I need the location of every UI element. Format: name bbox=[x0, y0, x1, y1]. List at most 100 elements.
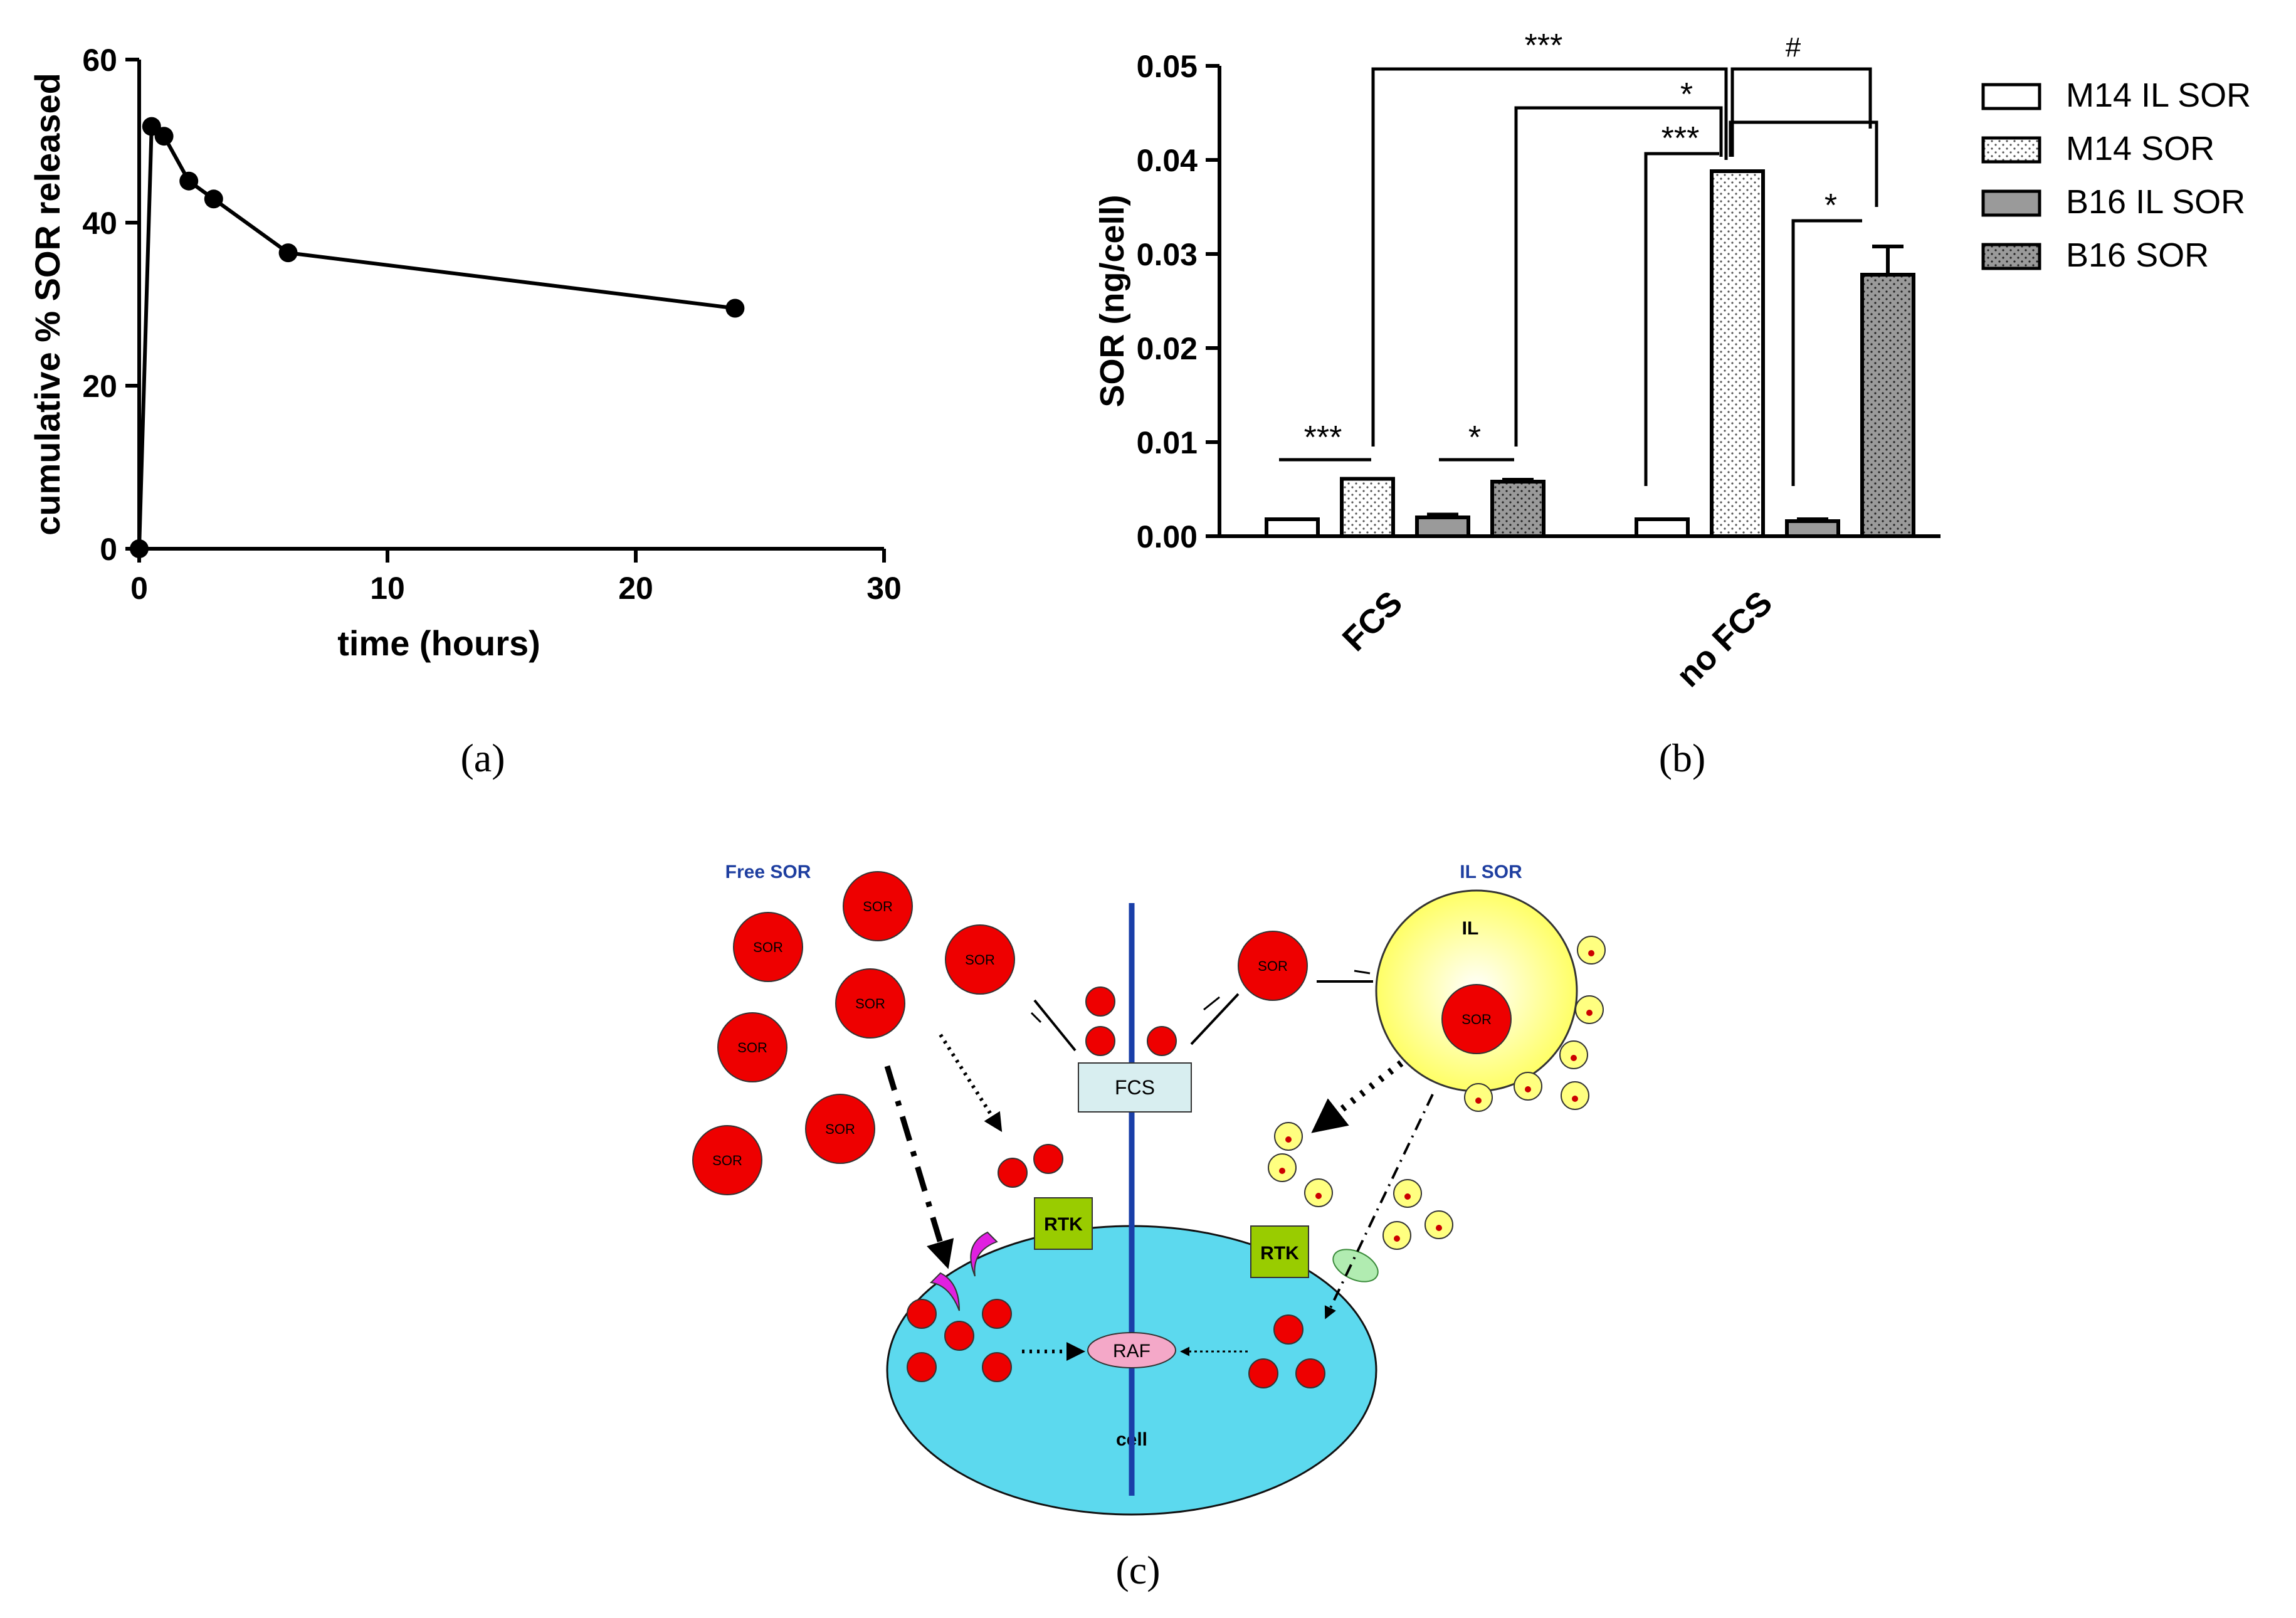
legend-swatch-b16-il-sor bbox=[1981, 189, 2041, 217]
small-sor-dot bbox=[1273, 1314, 1303, 1345]
free-sor-title: Free SOR bbox=[725, 862, 811, 882]
small-sor-dot bbox=[907, 1352, 937, 1382]
small-liposome bbox=[1575, 995, 1604, 1024]
y-tick-label: 0.01 bbox=[1137, 425, 1198, 460]
bracket-m14-vs-b16-nofcs bbox=[1730, 67, 1872, 157]
data-point bbox=[204, 189, 223, 209]
bar bbox=[1785, 519, 1840, 538]
data-point bbox=[179, 171, 199, 191]
rtk-label-right: RTK bbox=[1260, 1243, 1299, 1264]
panel-label-a: (a) bbox=[460, 736, 505, 780]
small-sor-dot bbox=[982, 1352, 1012, 1382]
small-liposome bbox=[1424, 1210, 1453, 1239]
small-sor-dot bbox=[982, 1299, 1012, 1329]
small-liposome bbox=[1464, 1083, 1493, 1112]
axis-ticks: 0.00 0.01 0.02 0.03 0.04 0.05 bbox=[1137, 49, 1219, 554]
rtk-box-left bbox=[1034, 1197, 1093, 1250]
small-liposome bbox=[1393, 1179, 1422, 1208]
significance-brackets bbox=[1279, 67, 1878, 486]
il-sor-core-label: SOR bbox=[1461, 1012, 1492, 1027]
free-sor-label: SOR bbox=[1258, 958, 1288, 974]
y-tick-label: 40 bbox=[82, 206, 117, 241]
free-sor-sphere bbox=[835, 968, 905, 1039]
small-sor-dot bbox=[944, 1321, 974, 1351]
small-sor-dot bbox=[907, 1299, 937, 1329]
category-label: no FCS bbox=[1669, 584, 1779, 694]
small-liposome bbox=[1514, 1072, 1542, 1101]
y-tick-label: 0.03 bbox=[1137, 237, 1198, 272]
legend-swatch-m14-sor bbox=[1981, 136, 2041, 164]
free-sor-label: SOR bbox=[753, 939, 783, 955]
x-tick-label: 30 bbox=[866, 571, 902, 606]
equilibrium-right-back bbox=[1203, 996, 1220, 1011]
bars bbox=[1265, 169, 1915, 538]
y-tick-label: 20 bbox=[82, 369, 117, 404]
small-liposome bbox=[1559, 1040, 1588, 1069]
rtk-label-left: RTK bbox=[1044, 1214, 1083, 1235]
small-sor-dot bbox=[1085, 1026, 1115, 1056]
small-liposome bbox=[1268, 1153, 1297, 1182]
free-sor-label: SOR bbox=[825, 1121, 855, 1137]
magenta-receptor bbox=[929, 1272, 960, 1311]
free-sor-sphere bbox=[805, 1094, 875, 1164]
bar bbox=[1635, 517, 1690, 538]
free-sor-label: SOR bbox=[712, 1153, 742, 1168]
equilibrium-right-fwd bbox=[1190, 993, 1240, 1045]
sig-nofcs-b16: * bbox=[1825, 188, 1837, 224]
free-sor-sphere bbox=[717, 1012, 787, 1082]
arrow-free-sor-dots bbox=[939, 1034, 1003, 1133]
raf-label: RAF bbox=[1113, 1341, 1151, 1362]
legend-swatch-b16-sor bbox=[1981, 243, 2041, 270]
arrow-il-release bbox=[1311, 1060, 1404, 1133]
small-sor-dot bbox=[1033, 1144, 1063, 1174]
legend-label-b16-il-sor: B16 IL SOR bbox=[2066, 183, 2245, 221]
free-sor-label: SOR bbox=[965, 952, 995, 968]
equilibrium-il-back bbox=[1354, 970, 1371, 975]
free-sor-sphere bbox=[692, 1125, 762, 1195]
category-label: FCS bbox=[1335, 584, 1410, 658]
small-liposome bbox=[1561, 1081, 1589, 1110]
free-sor-label: SOR bbox=[863, 899, 893, 914]
series-line bbox=[137, 122, 735, 549]
category-labels: FCS no FCS bbox=[1335, 584, 1780, 694]
free-sor-sphere bbox=[1238, 931, 1308, 1001]
fcs-label: FCS bbox=[1115, 1076, 1155, 1099]
small-liposome bbox=[1274, 1122, 1303, 1151]
x-tick-label: 20 bbox=[618, 571, 653, 606]
y-tick-label: 0.00 bbox=[1137, 519, 1198, 554]
x-axis-label: time (hours) bbox=[337, 623, 540, 663]
y-tick-label: 0.02 bbox=[1137, 331, 1198, 366]
small-sor-dot bbox=[1147, 1026, 1177, 1056]
bracket-b16-link bbox=[1729, 120, 1878, 207]
data-point bbox=[154, 127, 174, 146]
bar-chart: 0.00 0.01 0.02 0.03 0.04 0.05 FCS no FCS SOR (… bbox=[1093, 28, 2251, 694]
free-sor-spheres: SOR SOR SOR SOR SOR SOR SOR SOR bbox=[692, 871, 1308, 1195]
bar bbox=[1340, 477, 1395, 538]
panel-label-b: (b) bbox=[1659, 736, 1706, 780]
line-chart: 0 10 20 30 0 20 40 60 time (hours) cumulative %… bbox=[28, 43, 902, 663]
small-sor-dot bbox=[998, 1158, 1028, 1188]
legend: M14 IL SOR M14 SOR B16 IL SOR B16 SOR bbox=[1981, 77, 2251, 274]
small-liposomes bbox=[1268, 936, 1606, 1250]
legend-label-m14-sor: M14 SOR bbox=[2066, 130, 2214, 167]
x-tick-label: 0 bbox=[130, 571, 148, 606]
equilibrium-left-back bbox=[1030, 1012, 1042, 1023]
free-sor-label: SOR bbox=[737, 1040, 767, 1055]
il-sor-core bbox=[1441, 984, 1512, 1054]
free-sor-sphere bbox=[945, 924, 1015, 995]
sig-fcs-m14: *** bbox=[1304, 420, 1342, 456]
green-receptor bbox=[1332, 1249, 1379, 1282]
y-axis-label: cumulative % SOR released bbox=[28, 73, 67, 536]
sig-b16-fcs-vs-nofcs: * bbox=[1680, 77, 1693, 113]
panel-label-c: (c) bbox=[1115, 1548, 1160, 1592]
data-point bbox=[278, 243, 298, 263]
small-sor-dots bbox=[907, 986, 1325, 1388]
legend-label-b16-sor: B16 SOR bbox=[2066, 236, 2209, 274]
sig-m14-fcs-vs-nofcs: *** bbox=[1525, 28, 1563, 64]
bar bbox=[1415, 516, 1470, 538]
small-liposome bbox=[1577, 936, 1606, 965]
axis-ticks: 0 10 20 30 0 20 40 60 bbox=[82, 43, 901, 606]
sig-m14-vs-b16-nofcs: # bbox=[1786, 32, 1801, 63]
bracket-nofcs-m14 bbox=[1644, 152, 1719, 486]
